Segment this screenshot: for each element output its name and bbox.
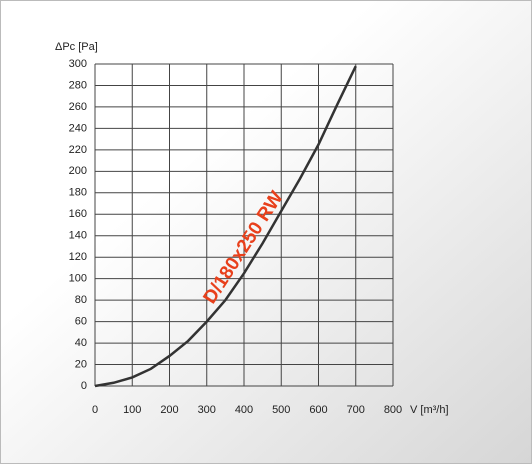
x-tick-label: 200 [160, 404, 178, 416]
y-tick-label: 60 [75, 316, 87, 328]
x-tick-label: 600 [309, 404, 327, 416]
x-tick-label: 500 [272, 404, 290, 416]
y-tick-label: 180 [69, 187, 87, 199]
y-tick-label: 80 [75, 294, 87, 306]
y-tick-label: 100 [69, 273, 87, 285]
x-tick-label: 400 [235, 404, 253, 416]
y-tick-label: 260 [69, 101, 87, 113]
y-tick-label: 200 [69, 165, 87, 177]
x-tick-label: 100 [123, 404, 141, 416]
y-tick-label: 220 [69, 144, 87, 156]
x-tick-label: 300 [198, 404, 216, 416]
x-axis-label: V [m³/h] [410, 404, 449, 416]
y-tick-label: 160 [69, 208, 87, 220]
y-tick-label: 0 [81, 380, 87, 392]
y-tick-label: 300 [69, 58, 87, 70]
y-tick-label: 20 [75, 358, 87, 370]
y-axis-label: ΔPc [Pa] [55, 41, 98, 53]
data-line [94, 65, 357, 388]
y-tick-label: 140 [69, 230, 87, 242]
x-tick-label: 800 [384, 404, 402, 416]
y-tick-label: 40 [75, 337, 87, 349]
y-tick-label: 240 [69, 122, 87, 134]
y-tick-label: 120 [69, 251, 87, 263]
x-tick-label: 700 [347, 404, 365, 416]
x-tick-label: 0 [92, 404, 98, 416]
y-tick-label: 280 [69, 79, 87, 91]
